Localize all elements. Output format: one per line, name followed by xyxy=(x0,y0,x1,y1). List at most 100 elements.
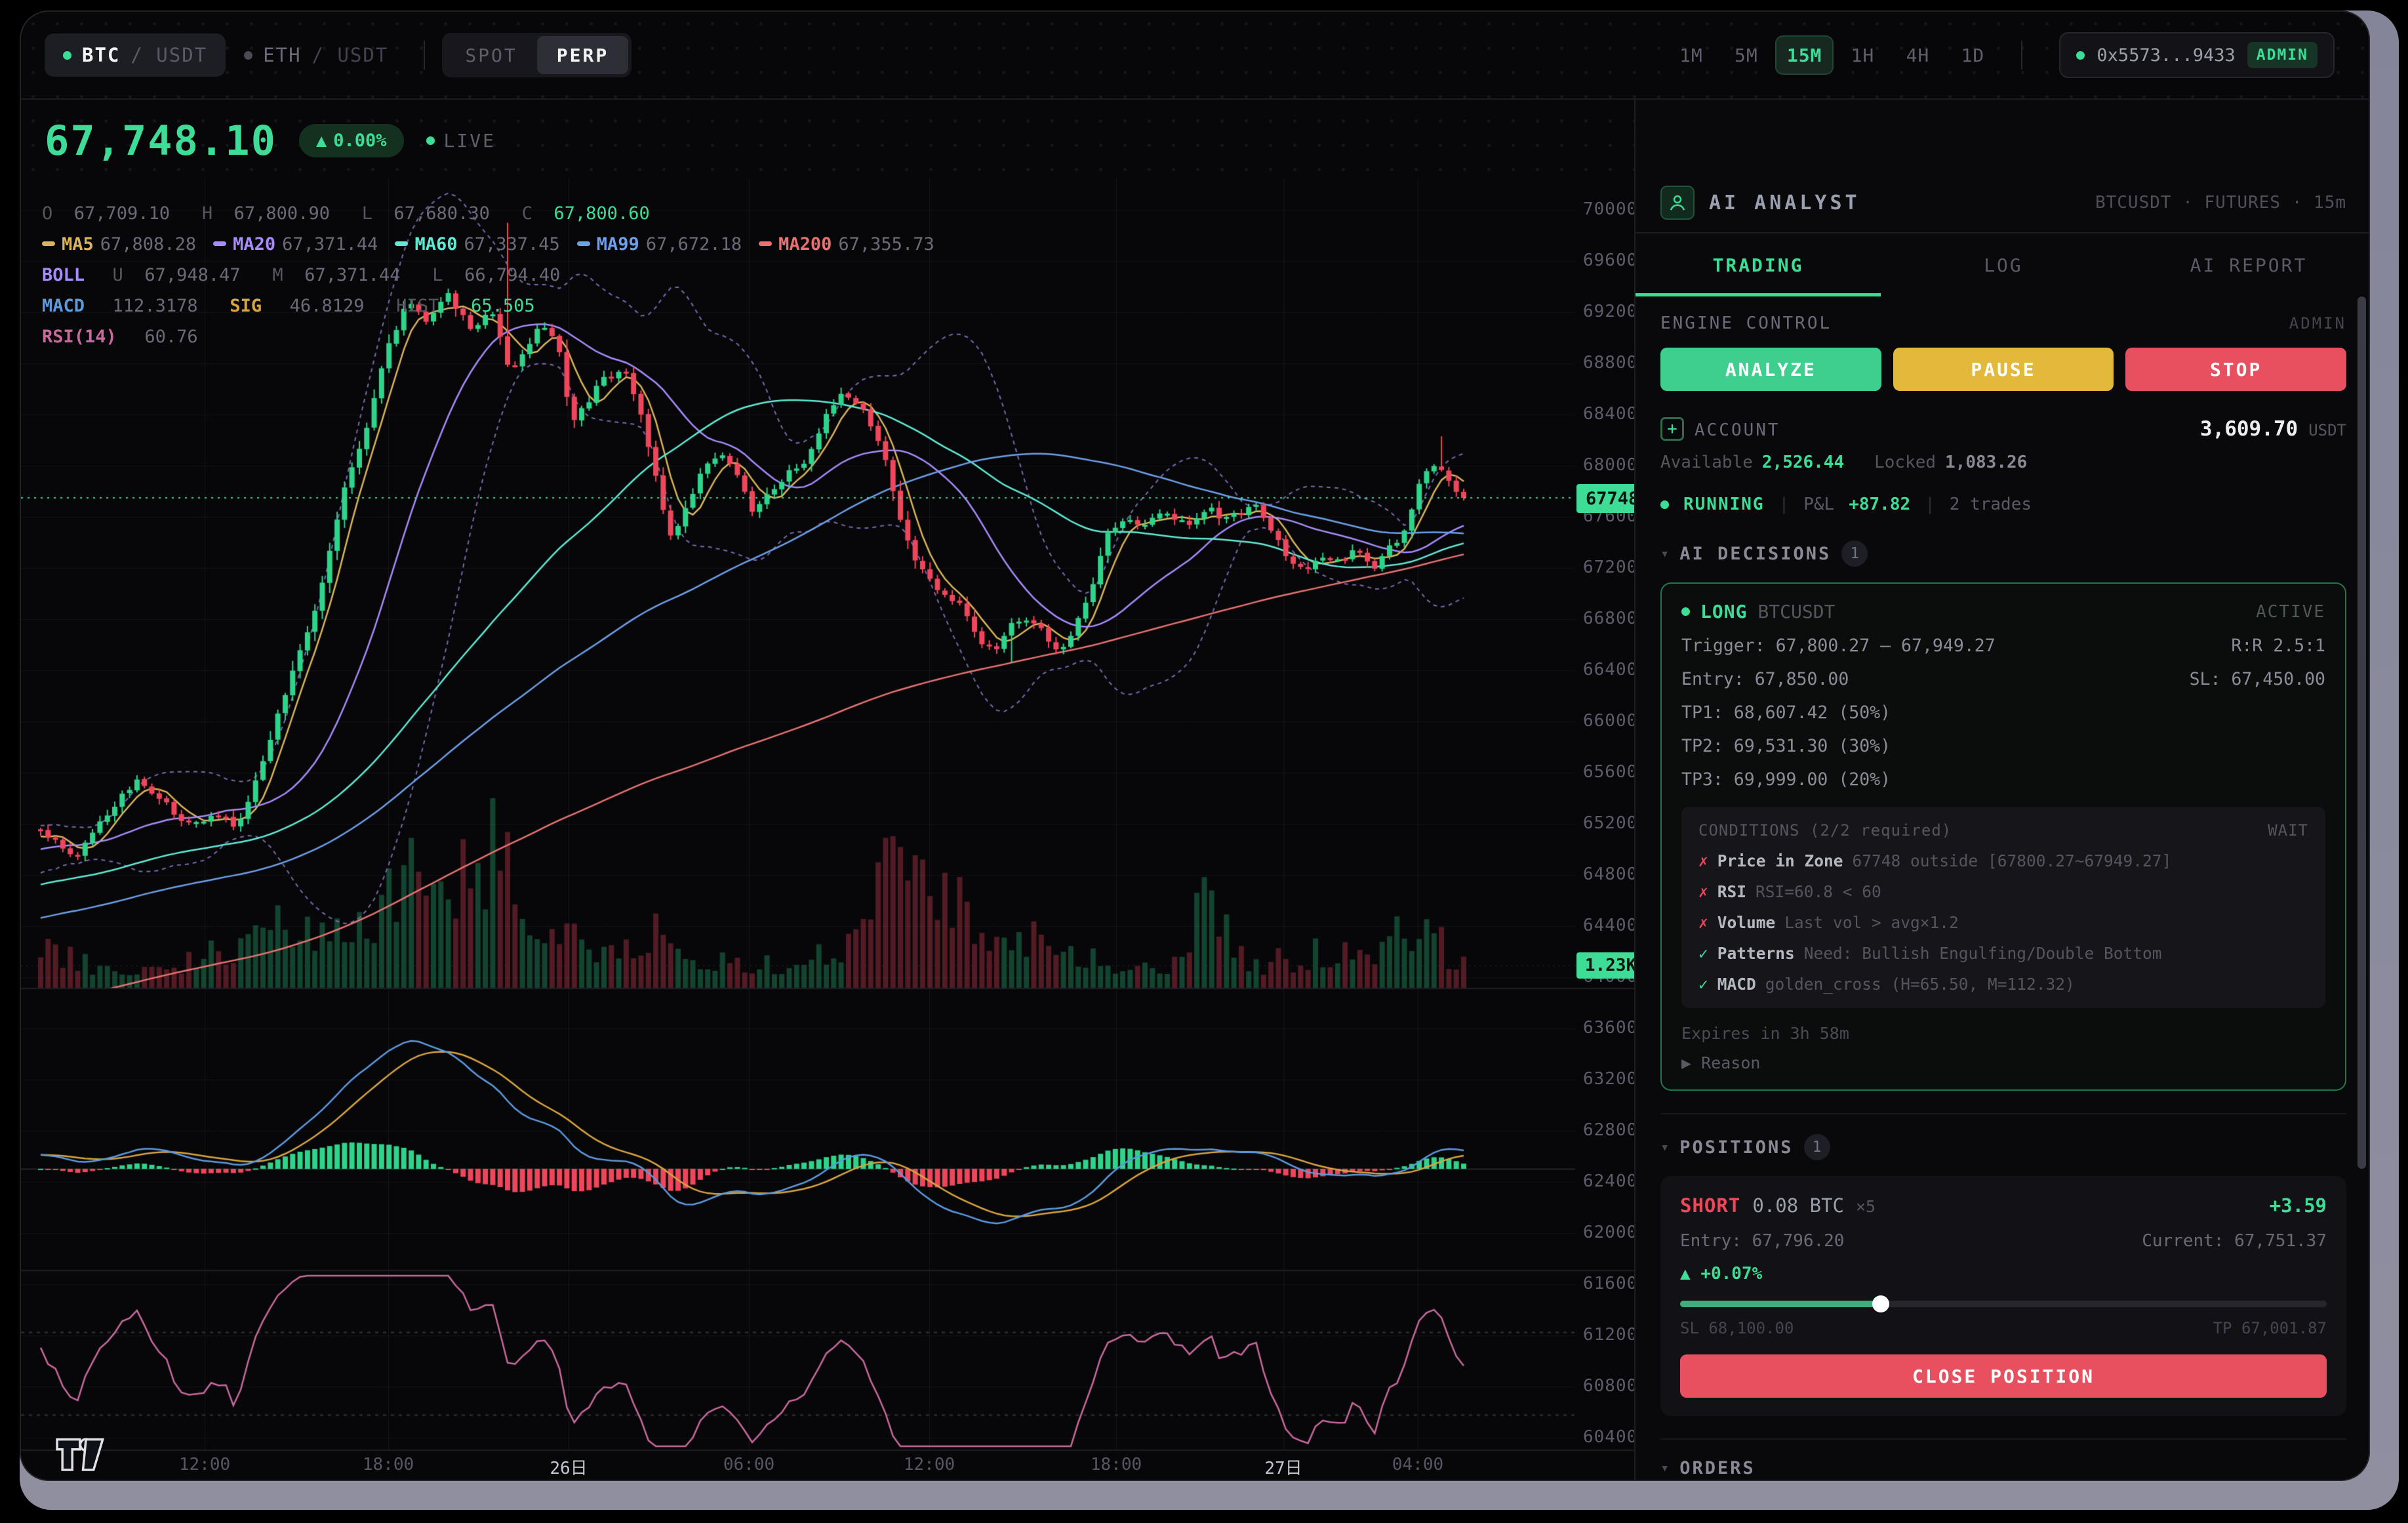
conditions-list: ✗ Price in Zone 67748 outside [67800.27~67… xyxy=(1698,851,2308,994)
section-divider xyxy=(1660,1113,2346,1114)
up-arrow-icon: ▲ xyxy=(315,130,327,151)
account-currency: USDT xyxy=(2308,421,2346,439)
timeframe-button-5m[interactable]: 5M xyxy=(1734,44,1758,66)
account-label: ACCOUNT xyxy=(1695,420,1780,440)
timeframe-button-4h[interactable]: 4H xyxy=(1906,44,1930,66)
reason-toggle[interactable]: ▶ Reason xyxy=(1681,1053,1761,1072)
chart-canvas[interactable] xyxy=(21,178,1634,1480)
long-dot-icon xyxy=(1681,607,1690,616)
condition-row: ✗ Price in Zone 67748 outside [67800.27~67… xyxy=(1698,851,2172,870)
tab-log[interactable]: LOG xyxy=(1984,254,2023,276)
position-tp: 67,001.87 xyxy=(2241,1319,2327,1337)
tradingview-logo-icon[interactable] xyxy=(55,1436,106,1474)
analyst-avatar-icon xyxy=(1660,186,1695,220)
available-value: 2,526.44 xyxy=(1761,453,1845,472)
engine-status-row: RUNNING | P&L +87.82 | 2 trades xyxy=(1660,495,2346,514)
condition-row: ✗ Volume Last vol > avg×1.2 xyxy=(1698,913,1959,932)
check-icon: ✓ xyxy=(1698,975,1708,994)
panel-header: AI ANALYST BTCUSDT · FUTURES · 15m xyxy=(1635,173,2369,234)
live-label: LIVE xyxy=(443,129,496,152)
trades-count: 2 trades xyxy=(1949,495,2032,514)
timeframe-button-1d[interactable]: 1D xyxy=(1961,44,1985,66)
account-row: + ACCOUNT 3,609.70 USDT xyxy=(1660,417,2346,441)
locked-value: 1,083.26 xyxy=(1945,453,2028,472)
entry-row: Entry: 67,850.00 SL: 67,450.00 xyxy=(1681,669,2325,689)
wallet-status-dot xyxy=(2076,51,2085,60)
position-sl: 68,100.00 xyxy=(1708,1319,1794,1337)
condition-row: ✗ RSI RSI=60.8 < 60 xyxy=(1698,882,1881,901)
position-size: 0.08 BTC xyxy=(1752,1194,1844,1217)
locked-label: Locked xyxy=(1874,453,1936,472)
trigger-row: Trigger: 67,800.27 – 67,949.27 R:R 2.5:1 xyxy=(1681,636,2325,656)
close-position-button[interactable]: CLOSE POSITION xyxy=(1680,1354,2327,1398)
stop-loss: 67,450.00 xyxy=(2231,669,2325,689)
wallet-pill[interactable]: 0x5573...9433 ADMIN xyxy=(2059,32,2335,78)
panel-market-meta: BTCUSDT · FUTURES · 15m xyxy=(2095,193,2346,213)
timeframe-button-1h[interactable]: 1H xyxy=(1851,44,1875,66)
pnl-label: P&L xyxy=(1803,495,1835,514)
ai-decision-card: LONG BTCUSDT ACTIVE Trigger: 67,800.27 –… xyxy=(1660,582,2346,1091)
market-tab-spot[interactable]: SPOT xyxy=(465,44,517,66)
positions-title: POSITIONS xyxy=(1679,1137,1794,1158)
timeframe-button-1m[interactable]: 1M xyxy=(1679,44,1703,66)
admin-badge: ADMIN xyxy=(2247,42,2318,68)
live-dot-icon xyxy=(426,136,435,145)
market-tab-perp[interactable]: PERP xyxy=(536,36,629,74)
pair-status-dot xyxy=(244,51,253,60)
sl-tp-row: SL 68,100.00 TP 67,001.87 xyxy=(1680,1319,2327,1337)
sl-tp-slider[interactable] xyxy=(1680,1295,2327,1312)
position-leverage: ×5 xyxy=(1856,1197,1876,1216)
positions-header[interactable]: ▾ POSITIONS 1 xyxy=(1660,1134,2346,1160)
take-profit-row: TP2: 69,531.30 (30%) xyxy=(1681,736,1891,756)
panel-tabs: TRADING LOG AI REPORT xyxy=(1635,234,2369,296)
change-badge: ▲ 0.00% xyxy=(298,123,404,157)
stop-button[interactable]: STOP xyxy=(2125,348,2347,391)
up-arrow-icon: ▲ xyxy=(1680,1264,1691,1284)
ai-decisions-header[interactable]: ▾ AI DECISIONS 1 xyxy=(1660,540,2346,567)
chevron-down-icon: ▾ xyxy=(1660,545,1670,562)
x-axis-label: 06:00 xyxy=(723,1455,775,1474)
engine-buttons: ANALYZE PAUSE STOP xyxy=(1660,348,2347,391)
app-window: BTC / USDT ETH / USDT SPOT PERP 1M 5M 15M 1… xyxy=(20,10,2370,1481)
positions-count: 1 xyxy=(1803,1134,1830,1160)
take-profit-row: TP1: 68,607.42 (50%) xyxy=(1681,702,1891,723)
decision-head: LONG BTCUSDT ACTIVE xyxy=(1681,601,2325,622)
pair-quote-label: / USDT xyxy=(130,44,208,66)
panel-scrollbar[interactable] xyxy=(2358,296,2366,1169)
orders-header[interactable]: ▾ ORDERS xyxy=(1660,1458,2346,1478)
chevron-down-icon: ▾ xyxy=(1660,1460,1670,1476)
position-entry: 67,796.20 xyxy=(1752,1231,1845,1251)
timeframe-button-15m[interactable]: 15M xyxy=(1775,35,1834,75)
conditions-box: CONDITIONS (2/2 required) WAIT ✗ Price in… xyxy=(1681,807,2325,1008)
position-side: SHORT xyxy=(1680,1194,1741,1217)
volume-tag: 1.23K xyxy=(1576,952,1645,979)
pair-tab-btcusdt[interactable]: BTC / USDT xyxy=(45,33,226,77)
pause-button[interactable]: PAUSE xyxy=(1893,348,2114,391)
account-balance: 3,609.70 xyxy=(2199,417,2298,441)
x-axis-label: 04:00 xyxy=(1392,1455,1444,1474)
topbar-divider xyxy=(2021,41,2023,70)
pair-base-label: BTC xyxy=(82,44,121,66)
conditions-status: WAIT xyxy=(2268,821,2308,840)
pair-tab-ethusdt[interactable]: ETH / USDT xyxy=(226,33,407,77)
engine-control-label: ENGINE CONTROL xyxy=(1660,314,1832,333)
pair-base-label: ETH xyxy=(263,44,302,66)
tab-ai-report[interactable]: AI REPORT xyxy=(2190,254,2308,276)
x-axis-label: 18:00 xyxy=(362,1455,414,1474)
pair-quote-label: / USDT xyxy=(311,44,389,66)
engine-role-label: ADMIN xyxy=(2289,314,2346,333)
tab-trading[interactable]: TRADING xyxy=(1635,234,1881,296)
slider-thumb[interactable] xyxy=(1872,1295,1889,1312)
ai-analyst-panel: AI ANALYST BTCUSDT · FUTURES · 15m TRADI… xyxy=(1634,100,2369,1480)
analyze-button[interactable]: ANALYZE xyxy=(1660,348,1881,391)
x-axis-label: 27日 xyxy=(1264,1459,1302,1478)
conditions-header: CONDITIONS (2/2 required) WAIT xyxy=(1698,821,2308,840)
cross-icon: ✗ xyxy=(1698,882,1708,901)
running-label: RUNNING xyxy=(1683,495,1765,514)
pair-status-dot xyxy=(63,51,71,60)
panel-title: AI ANALYST xyxy=(1709,191,1860,214)
timeframe-group: 1M 5M 15M 1H 4H 1D xyxy=(1666,35,1998,75)
position-pnl: +3.59 xyxy=(2269,1194,2327,1217)
chevron-down-icon: ▾ xyxy=(1660,1139,1670,1156)
